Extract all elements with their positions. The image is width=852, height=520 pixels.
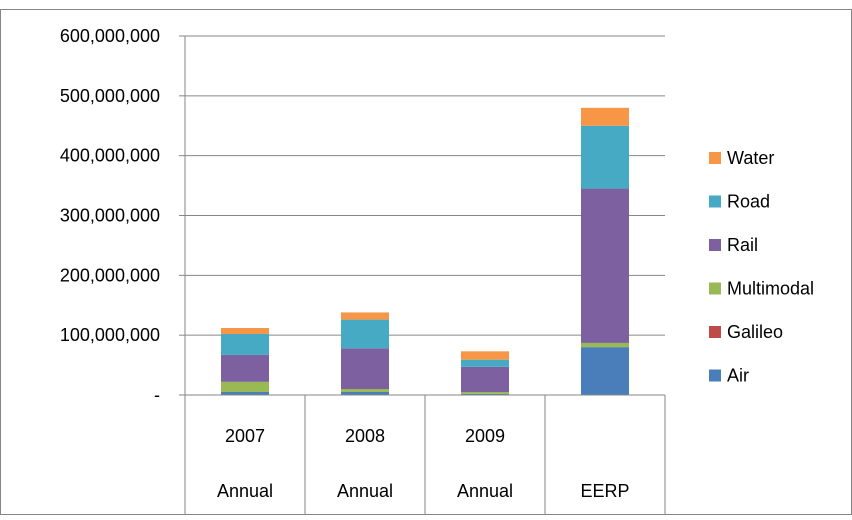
bar-segment-rail xyxy=(461,366,509,393)
legend-swatch-air xyxy=(709,369,721,382)
legend-swatch-multimodal xyxy=(709,282,721,295)
bar-segment-water xyxy=(341,312,389,320)
bar-segment-road xyxy=(221,333,269,355)
legend-label-multimodal: Multimodal xyxy=(727,279,814,299)
bar-segment-road xyxy=(461,359,509,367)
y-tick-label: 400,000,000 xyxy=(60,146,160,166)
x-tick-label-group: Annual xyxy=(217,481,273,501)
y-tick-label: 500,000,000 xyxy=(60,86,160,106)
legend-swatch-rail xyxy=(709,239,721,251)
x-tick-label-group: EERP xyxy=(580,481,629,501)
legend-swatch-water xyxy=(709,152,721,164)
legend-label-air: Air xyxy=(727,366,749,386)
y-tick-label: 600,000,000 xyxy=(60,26,160,46)
legend-label-rail: Rail xyxy=(727,235,758,255)
x-tick-label-year: 2007 xyxy=(225,426,265,446)
y-tick-label: 200,000,000 xyxy=(60,265,160,285)
legend-label-road: Road xyxy=(727,192,770,212)
legend-label-water: Water xyxy=(727,148,774,168)
bar-segment-multimodal xyxy=(461,392,509,394)
legend-swatch-road xyxy=(709,195,721,208)
x-axis: 2007 Annual 2008 Annual 2009 Annual EERP xyxy=(185,394,666,515)
bar-segment-air xyxy=(581,347,629,395)
bar-segment-rail xyxy=(221,354,269,382)
y-tick-label: 300,000,000 xyxy=(60,206,160,226)
bar-segment-multimodal xyxy=(341,389,389,393)
y-tick-label: - xyxy=(154,385,160,405)
bars xyxy=(221,107,629,395)
x-tick-label-year: 2009 xyxy=(465,426,505,446)
x-tick-label-group: Annual xyxy=(337,481,393,501)
y-axis: - 100,000,000 200,000,000 300,000,000 400,00… xyxy=(60,26,186,515)
bar-segment-multimodal xyxy=(221,381,269,393)
bar-segment-road xyxy=(581,125,629,189)
bar-segment-air xyxy=(341,392,389,395)
legend-label-galileo: Galileo xyxy=(727,322,783,342)
bar-segment-road xyxy=(341,319,389,349)
legend: Water Road Rail Multimodal Galileo Air xyxy=(709,148,814,386)
bar-segment-air xyxy=(221,392,269,395)
bar-segment-multimodal xyxy=(581,342,629,348)
bar-segment-air xyxy=(461,393,509,395)
x-tick-label-year: 2008 xyxy=(345,426,385,446)
bar-segment-water xyxy=(581,107,629,126)
bar-segment-water xyxy=(461,351,509,360)
y-tick-label: 100,000,000 xyxy=(60,325,160,345)
bar-segment-water xyxy=(221,327,269,334)
legend-swatch-galileo xyxy=(709,326,721,338)
bar-segment-rail xyxy=(581,188,629,343)
bar-segment-rail xyxy=(341,348,389,390)
chart-border xyxy=(0,9,852,515)
x-tick-label-group: Annual xyxy=(457,481,513,501)
